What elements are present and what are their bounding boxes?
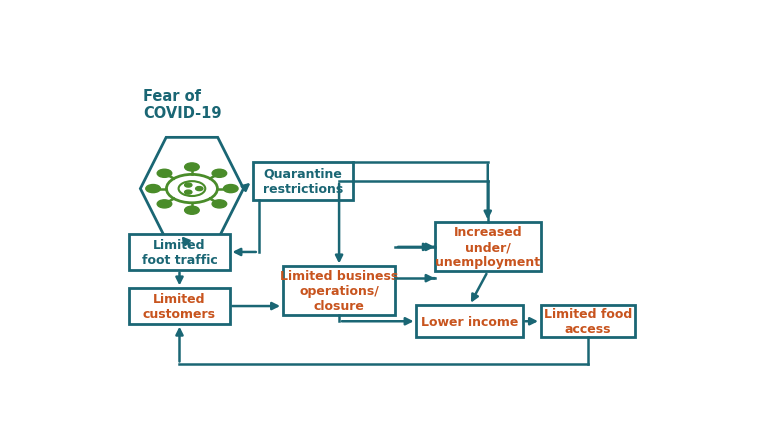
Circle shape [212,170,226,178]
Text: Limited
customers: Limited customers [143,293,216,320]
Text: Fear of
COVID-19: Fear of COVID-19 [143,88,222,121]
FancyBboxPatch shape [541,306,635,338]
Text: Increased
under/
unemployment: Increased under/ unemployment [435,226,540,269]
Circle shape [185,191,192,195]
Circle shape [157,170,171,178]
Circle shape [185,163,199,172]
Text: Limited business
operations/
closure: Limited business operations/ closure [280,270,399,313]
Text: Limited food
access: Limited food access [543,307,632,336]
FancyBboxPatch shape [253,162,353,201]
Text: Limited
foot traffic: Limited foot traffic [142,238,218,266]
Circle shape [185,207,199,215]
Polygon shape [140,138,244,240]
Circle shape [223,185,238,193]
FancyBboxPatch shape [435,223,541,272]
Text: Quarantine
restrictions: Quarantine restrictions [262,168,343,195]
FancyBboxPatch shape [283,267,395,316]
FancyBboxPatch shape [417,306,523,338]
Text: Lower income: Lower income [421,315,518,328]
Circle shape [157,200,171,208]
Circle shape [185,184,192,187]
Circle shape [196,187,203,191]
FancyBboxPatch shape [129,289,229,324]
Circle shape [212,200,226,208]
Circle shape [146,185,161,193]
FancyBboxPatch shape [129,235,229,270]
